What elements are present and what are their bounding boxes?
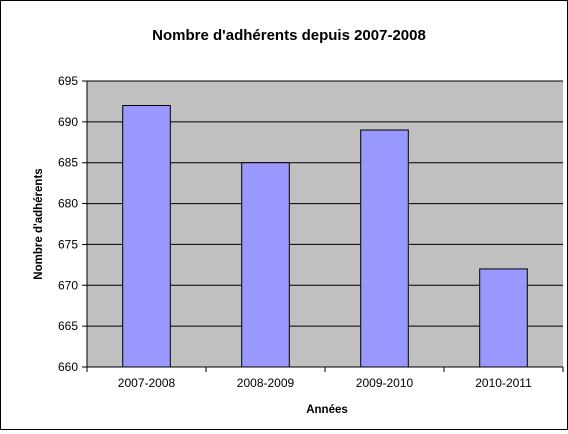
y-axis-title: Nombre d'adhérents	[33, 168, 45, 279]
y-tick-label: 670	[58, 278, 78, 292]
x-tick-label: 2007-2008	[118, 376, 176, 390]
x-tick-label: 2009-2010	[356, 376, 414, 390]
y-tick-label: 675	[58, 237, 78, 251]
x-tick-labels: 2007-2008 2008-2009 2009-2010 2010-2011	[118, 376, 532, 390]
chart-title: Nombre d'adhérents depuis 2007-2008	[152, 27, 426, 44]
bar-2008-2009	[241, 162, 290, 368]
y-tick-label: 680	[58, 197, 78, 211]
x-tick-label: 2008-2009	[237, 376, 295, 390]
bar-2009-2010	[360, 129, 409, 368]
bar-2010-2011	[479, 268, 528, 368]
y-tick-label: 690	[58, 115, 78, 129]
axes	[82, 80, 564, 372]
x-tick-label: 2010-2011	[475, 376, 532, 390]
y-tick-label: 665	[58, 319, 78, 333]
bar-2007-2008	[122, 105, 171, 368]
y-tick-label: 695	[58, 74, 78, 88]
y-tick-label: 685	[58, 156, 78, 170]
y-tick-labels: 660 665 670 675 680 685 690 695	[58, 74, 78, 374]
y-tick-label: 660	[58, 360, 78, 374]
x-axis-title: Années	[306, 404, 348, 416]
